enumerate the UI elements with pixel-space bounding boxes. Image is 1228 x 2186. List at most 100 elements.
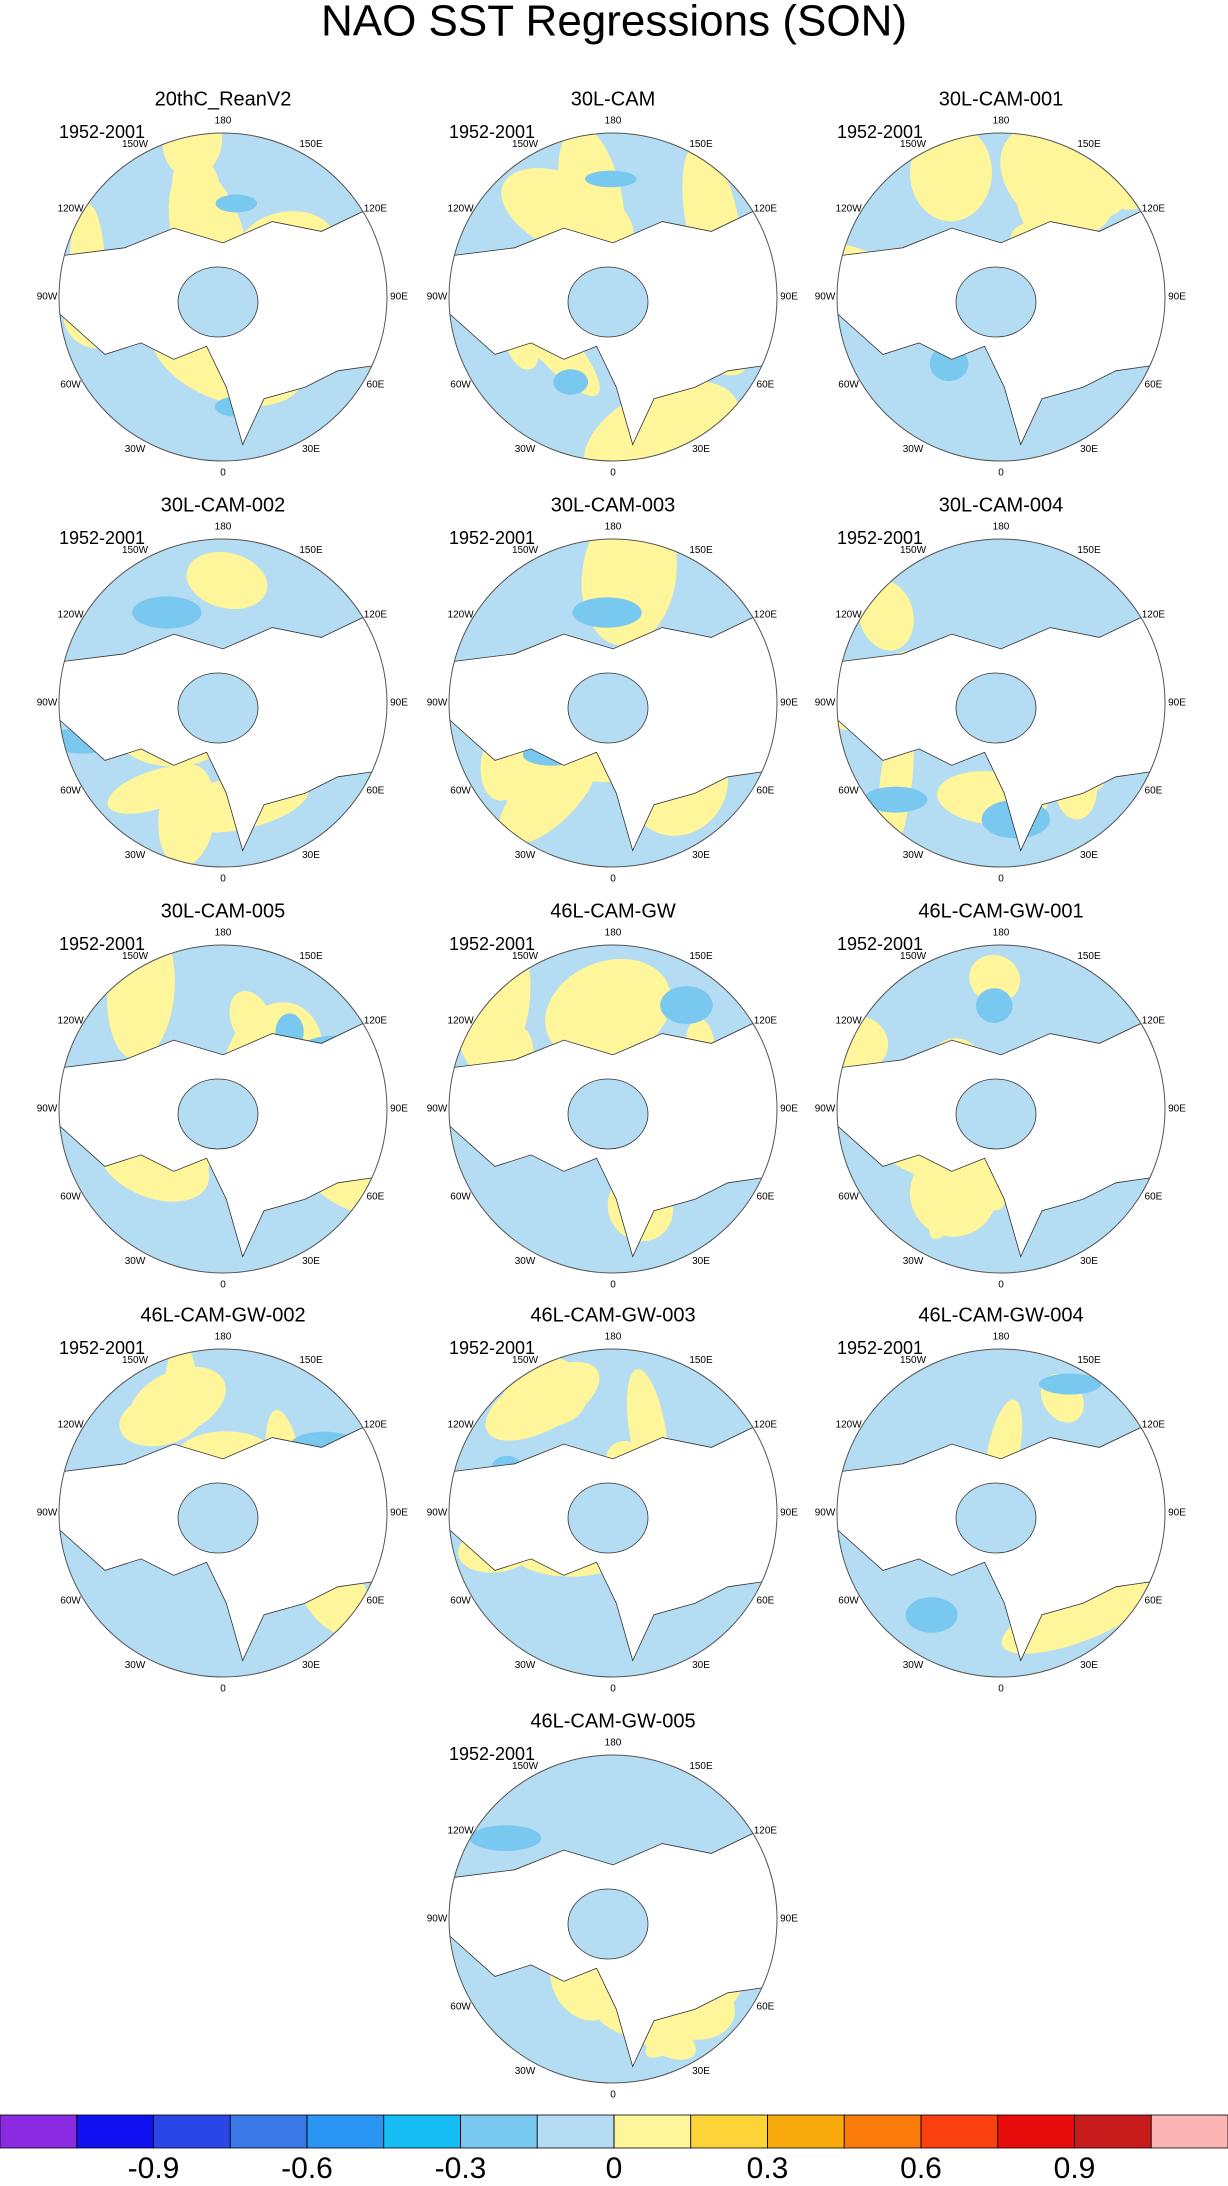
warm-area xyxy=(186,551,268,610)
colorbar-label: -0.3 xyxy=(435,2152,487,2185)
map-border xyxy=(836,538,1166,868)
map xyxy=(449,1349,777,1677)
lon-label: 150W xyxy=(900,1355,927,1366)
arctic-ocean xyxy=(177,266,259,338)
lon-label: 150W xyxy=(122,545,149,556)
lon-label: 30E xyxy=(302,1256,320,1267)
lon-label: 150E xyxy=(299,951,323,962)
lon-label: 120E xyxy=(754,1016,778,1027)
lon-label: 180 xyxy=(215,1332,232,1343)
colorbar-box xyxy=(153,2114,231,2149)
colorbar-box xyxy=(613,2114,692,2149)
panel-title: 46L-CAM-GW-005 xyxy=(530,1710,695,1732)
colorbar-box xyxy=(229,2114,308,2149)
lon-label: 180 xyxy=(993,522,1010,533)
lon-label: 180 xyxy=(605,1738,622,1749)
lon-label: 90W xyxy=(815,1104,836,1115)
map xyxy=(449,1755,777,2083)
lon-label: 120E xyxy=(754,610,778,621)
cool-area xyxy=(975,988,1013,1023)
lon-label: 90E xyxy=(390,698,408,709)
arctic-ocean xyxy=(177,1482,259,1554)
lon-label: 120E xyxy=(754,204,778,215)
lon-label: 90W xyxy=(427,698,448,709)
lon-label: 60W xyxy=(60,1192,81,1203)
panel-title: 46L-CAM-GW-001 xyxy=(918,900,1083,922)
lon-label: 30W xyxy=(125,444,146,455)
cool-area xyxy=(132,596,202,629)
lon-label: 150W xyxy=(122,1355,149,1366)
lon-label: 60W xyxy=(450,1192,471,1203)
map-border xyxy=(448,1754,778,2084)
lon-label: 150W xyxy=(900,951,927,962)
colorbar-label: -0.9 xyxy=(128,2152,180,2185)
lon-label: 90W xyxy=(37,1104,58,1115)
lon-label: 120W xyxy=(448,204,475,215)
lon-label: 90E xyxy=(780,1914,798,1925)
lon-label: 60W xyxy=(838,380,859,391)
panel-period: 1952-2001 xyxy=(449,528,535,548)
lon-label: 90W xyxy=(815,1508,836,1519)
panel-period: 1952-2001 xyxy=(449,1338,535,1358)
lon-label: 120W xyxy=(448,1420,475,1431)
lon-label: 150E xyxy=(689,1355,713,1366)
map-border xyxy=(58,538,388,868)
colorbar-label: 0.9 xyxy=(1054,2152,1096,2185)
map xyxy=(59,1349,387,1677)
lon-label: 60E xyxy=(757,786,775,797)
lon-label: 150E xyxy=(1077,951,1101,962)
lon-label: 60E xyxy=(1145,786,1163,797)
lon-label: 30E xyxy=(692,1256,710,1267)
panel-title: 46L-CAM-GW-002 xyxy=(140,1304,305,1326)
lon-label: 30W xyxy=(515,444,536,455)
lon-label: 150W xyxy=(122,139,149,150)
lon-label: 90W xyxy=(37,698,58,709)
arctic-ocean xyxy=(955,266,1037,338)
warm-area xyxy=(119,1392,204,1447)
cool-area xyxy=(215,194,258,213)
lon-label: 180 xyxy=(993,116,1010,127)
lon-label: 150E xyxy=(299,545,323,556)
lon-label: 150E xyxy=(1077,1355,1101,1366)
cool-area xyxy=(572,597,642,628)
panel-period: 1952-2001 xyxy=(837,122,923,142)
cool-area xyxy=(469,1825,542,1851)
lon-label: 150W xyxy=(512,139,539,150)
lon-label: 30E xyxy=(692,2066,710,2077)
lon-label: 30W xyxy=(903,1256,924,1267)
lon-label: 150E xyxy=(689,545,713,556)
lon-label: 120W xyxy=(448,610,475,621)
colorbar-box xyxy=(306,2114,385,2149)
lon-label: 0 xyxy=(220,1280,226,1291)
panel-period: 1952-2001 xyxy=(837,1338,923,1358)
map xyxy=(837,539,1165,867)
map-border xyxy=(58,944,388,1274)
arctic-ocean xyxy=(567,1482,649,1554)
colorbar-box xyxy=(767,2114,845,2149)
panel-period: 1952-2001 xyxy=(837,934,923,954)
lon-label: 90W xyxy=(427,1914,448,1925)
warm-area xyxy=(909,1149,998,1237)
lon-label: 60W xyxy=(60,786,81,797)
warm-area xyxy=(485,1361,600,1441)
lon-label: 150E xyxy=(689,951,713,962)
colorbar-box xyxy=(997,2114,1075,2149)
lon-label: 180 xyxy=(605,522,622,533)
panel-title: 30L-CAM-001 xyxy=(939,88,1064,110)
colorbar-box xyxy=(1074,2114,1152,2149)
panel-title: 30L-CAM-003 xyxy=(551,494,676,516)
arctic-ocean xyxy=(177,672,259,744)
colorbar-label: -0.6 xyxy=(281,2152,333,2185)
cool-area xyxy=(584,170,637,188)
lon-label: 120W xyxy=(836,610,863,621)
lon-label: 120W xyxy=(58,1420,85,1431)
lon-label: 90W xyxy=(427,292,448,303)
panel-period: 1952-2001 xyxy=(449,122,535,142)
lon-label: 30W xyxy=(903,850,924,861)
lon-label: 30W xyxy=(515,1660,536,1671)
lon-label: 30W xyxy=(515,2066,536,2077)
lon-label: 150W xyxy=(900,139,927,150)
lon-label: 0 xyxy=(610,1280,616,1291)
lon-label: 60W xyxy=(450,2002,471,2013)
